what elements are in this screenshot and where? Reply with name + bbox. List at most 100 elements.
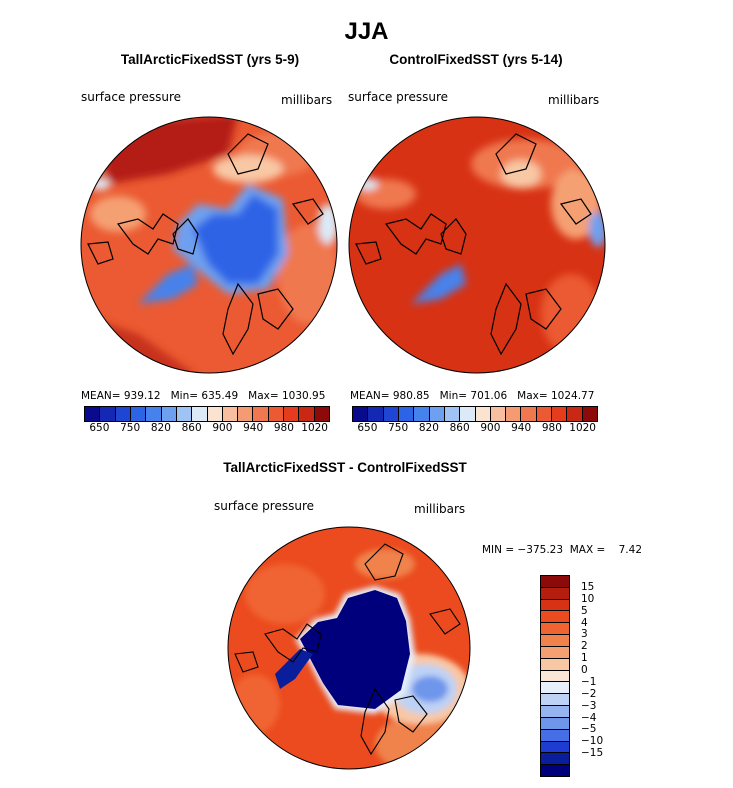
colorbar-swatch — [398, 407, 415, 421]
colorbar-swatch — [368, 407, 384, 421]
colorbar-swatch — [268, 407, 285, 421]
colorbar-swatch — [444, 407, 461, 421]
colorbar-swatch — [541, 670, 569, 683]
panel-1-map — [80, 116, 338, 374]
colorbar-swatch — [541, 765, 569, 777]
colorbar-swatch — [475, 407, 491, 421]
colorbar-tick-label: 1020 — [569, 422, 596, 434]
colorbar-swatch — [506, 407, 522, 421]
colorbar-swatch — [314, 407, 329, 421]
colorbar-swatch — [146, 407, 162, 421]
colorbar-swatch — [490, 407, 507, 421]
panel-3-variable: surface pressure — [214, 499, 314, 513]
colorbar-tick-label: 15 — [581, 580, 595, 593]
colorbar-tick-label: 980 — [273, 422, 294, 434]
colorbar-tick-label: 650 — [357, 422, 378, 434]
colorbar-swatch — [222, 407, 239, 421]
colorbar-swatch — [176, 407, 193, 421]
colorbar-tick-label: 4 — [581, 616, 588, 629]
colorbar-tick-label: 1 — [581, 652, 588, 665]
colorbar-swatch — [299, 407, 315, 421]
colorbar-swatch — [541, 706, 569, 718]
panel-2-units: millibars — [548, 93, 600, 107]
panel-2-stats: MEAN= 980.85 Min= 701.06 Max= 1024.77 — [350, 390, 595, 402]
colorbar-tick-label: −3 — [581, 699, 597, 712]
panel-2-colorbar-ticks: 650 750 820 860 900 940 980 1020 — [352, 422, 598, 436]
colorbar-tick-label: 10 — [581, 592, 595, 605]
colorbar-tick-label: 3 — [581, 628, 588, 641]
colorbar-tick-label: 820 — [418, 422, 439, 434]
colorbar-tick-label: −4 — [581, 711, 597, 724]
colorbar-swatch — [541, 753, 569, 766]
panel-1-stats: MEAN= 939.12 Min= 635.49 Max= 1030.95 — [81, 390, 326, 402]
colorbar-tick-label: 940 — [243, 422, 264, 434]
colorbar-swatch — [207, 407, 223, 421]
panel-1-colorbar-swatches — [84, 406, 330, 422]
colorbar-swatch — [353, 407, 369, 421]
figure-title: JJA — [344, 18, 389, 45]
panel-3-colorbar — [540, 575, 570, 777]
colorbar-swatch — [541, 599, 569, 612]
colorbar-swatch — [192, 407, 208, 421]
colorbar-swatch — [541, 611, 569, 624]
panel-3-title: TallArcticFixedSST - ControlFixedSST — [223, 460, 467, 475]
colorbar-tick-label: 650 — [89, 422, 110, 434]
colorbar-tick-label: −15 — [581, 747, 604, 760]
colorbar-swatch — [541, 682, 569, 695]
colorbar-swatch — [460, 407, 476, 421]
colorbar-tick-label: 900 — [480, 422, 501, 434]
panel-3-units: millibars — [414, 502, 466, 516]
colorbar-swatch — [115, 407, 131, 421]
colorbar-tick-label: 1020 — [301, 422, 328, 434]
colorbar-swatch — [536, 407, 553, 421]
colorbar-tick-label: −5 — [581, 723, 597, 736]
colorbar-swatch — [100, 407, 116, 421]
panel-3-colorbar-ticks: 15 10 5 4 3 2 1 0 −1 −2 −3 −4 −5 −10 −15 — [581, 575, 621, 777]
colorbar-tick-label: 860 — [449, 422, 470, 434]
panel-1-title: TallArcticFixedSST (yrs 5-9) — [120, 52, 300, 67]
panel-3-stats: MIN = −375.23 MAX = 7.42 — [482, 544, 642, 556]
colorbar-tick-label: 980 — [541, 422, 562, 434]
colorbar-swatch — [541, 635, 569, 647]
colorbar-swatch — [541, 729, 569, 742]
colorbar-swatch — [567, 407, 583, 421]
panel-3-map — [227, 526, 471, 770]
colorbar-tick-label: 2 — [581, 640, 588, 653]
colorbar-tick-label: −2 — [581, 687, 597, 700]
colorbar-swatch — [161, 407, 177, 421]
colorbar-swatch — [541, 694, 569, 707]
panel-2-title: ControlFixedSST (yrs 5-14) — [389, 52, 563, 67]
colorbar-swatch — [414, 407, 430, 421]
colorbar-swatch — [253, 407, 269, 421]
colorbar-swatch — [238, 407, 254, 421]
colorbar-swatch — [582, 407, 597, 421]
colorbar-tick-label: 0 — [581, 664, 588, 677]
colorbar-swatch — [541, 646, 569, 659]
colorbar-tick-label: 750 — [120, 422, 141, 434]
colorbar-swatch — [429, 407, 445, 421]
colorbar-tick-label: 940 — [511, 422, 532, 434]
panel-2-variable: surface pressure — [348, 90, 448, 104]
colorbar-swatch — [541, 658, 569, 671]
colorbar-tick-label: 900 — [212, 422, 233, 434]
colorbar-swatch — [521, 407, 537, 421]
panel-1-variable: surface pressure — [81, 90, 181, 104]
colorbar-swatch — [130, 407, 147, 421]
colorbar-swatch — [541, 623, 569, 636]
panel-2-map — [348, 116, 606, 374]
panel-1-colorbar: 650 750 820 860 900 940 980 1020 — [84, 406, 330, 436]
panel-1-colorbar-ticks: 650 750 820 860 900 940 980 1020 — [84, 422, 330, 436]
panel-1-units: millibars — [281, 93, 333, 107]
colorbar-swatch — [541, 717, 569, 730]
colorbar-tick-label: 860 — [181, 422, 202, 434]
colorbar-tick-label: −10 — [581, 735, 604, 748]
panel-2-colorbar-swatches — [352, 406, 598, 422]
colorbar-swatch — [552, 407, 568, 421]
colorbar-tick-label: 820 — [150, 422, 171, 434]
colorbar-swatch — [284, 407, 300, 421]
colorbar-swatch — [383, 407, 399, 421]
colorbar-tick-label: 750 — [388, 422, 409, 434]
colorbar-tick-label: −1 — [581, 675, 597, 688]
colorbar-tick-label: 5 — [581, 604, 588, 617]
colorbar-swatch — [85, 407, 101, 421]
